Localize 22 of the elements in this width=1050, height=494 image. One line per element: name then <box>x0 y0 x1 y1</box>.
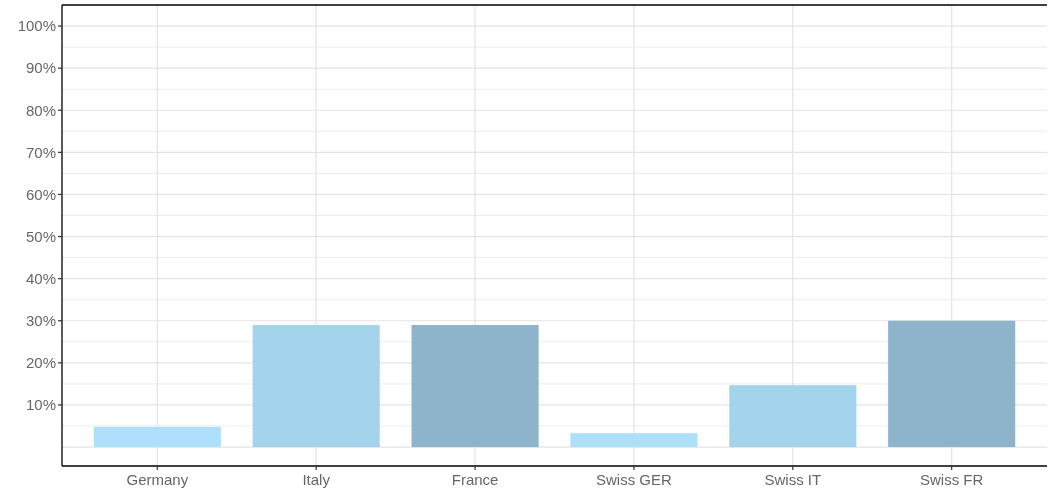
y-tick-label: 50% <box>25 227 56 245</box>
y-tick-label: 100% <box>17 17 56 35</box>
y-tick-label: 70% <box>25 143 56 161</box>
x-tick-label: Italy <box>302 471 331 488</box>
y-tick-label: 30% <box>25 312 56 329</box>
x-tick-label: Swiss IT <box>764 471 822 488</box>
y-tick-label: 90% <box>25 59 56 77</box>
bar <box>252 324 380 448</box>
bar <box>93 426 221 448</box>
y-tick-label: 10% <box>25 396 56 414</box>
y-tick-label: 80% <box>25 101 56 119</box>
y-tick-label: 20% <box>25 354 56 372</box>
bar <box>570 433 698 448</box>
y-tick-label: 40% <box>25 269 56 287</box>
y-tick-label: 60% <box>25 185 56 203</box>
x-tick-label: France <box>451 471 499 488</box>
x-tick-label: Germany <box>126 471 189 488</box>
x-tick-label: Swiss GER <box>596 471 673 488</box>
bar <box>888 320 1016 448</box>
bar <box>411 324 539 448</box>
bar <box>729 385 857 448</box>
x-tick-label: Swiss FR <box>920 471 984 488</box>
